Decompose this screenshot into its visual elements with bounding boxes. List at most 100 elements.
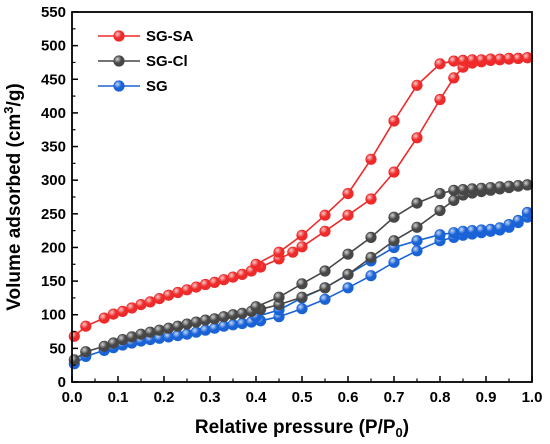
data-point-sg-cl (434, 188, 446, 200)
data-point-sg-cl (296, 278, 308, 290)
data-point-sg-cl (80, 346, 92, 358)
data-point-sg-sa (448, 72, 460, 84)
data-point-sg (236, 317, 248, 330)
data-point-sg-sa (342, 209, 354, 221)
data-point-sg (342, 282, 354, 294)
data-point-sg-cl (135, 328, 147, 340)
data-point-sg-cl (388, 235, 400, 247)
data-point-sg (411, 245, 423, 257)
data-point-sg-sa (209, 276, 221, 288)
data-point-sg-sa (163, 289, 175, 301)
x-tick-label: 0.5 (292, 389, 313, 406)
y-axis-title-main: Volume adsorbed (cm (4, 114, 25, 311)
series-sg (68, 206, 534, 370)
legend-item-sg: SG (98, 78, 168, 95)
y-tick-label: 150 (41, 273, 66, 290)
data-point-sg (319, 293, 331, 305)
data-point-sg-sa (296, 229, 308, 241)
data-point-sg-cl (448, 184, 460, 196)
data-point-sg-cl (466, 183, 478, 195)
data-point-sg-sa (181, 284, 193, 296)
legend-marker (113, 80, 125, 92)
legend-label: SG (146, 78, 168, 95)
data-point-sg (172, 329, 184, 342)
data-point-sg-cl (342, 248, 354, 260)
data-point-sg-sa (107, 308, 120, 320)
x-tick-label: 0.7 (384, 389, 405, 406)
data-point-sg-sa (388, 166, 400, 178)
data-point-sg-sa (172, 286, 184, 299)
data-point-sg-cl (503, 180, 515, 192)
y-tick-label: 500 (41, 38, 66, 55)
data-point-sg (209, 322, 221, 334)
data-point-sg-cl (172, 320, 184, 332)
data-point-sg-sa (190, 281, 202, 293)
data-point-sg-cl (227, 309, 239, 321)
data-point-sg-sa (503, 52, 515, 65)
data-point-sg-sa (388, 115, 400, 127)
x-tick-label: 0.1 (108, 389, 129, 406)
data-point-sg-cl (448, 194, 460, 206)
data-point-sg (466, 225, 478, 237)
data-point-sg-cl (209, 313, 221, 325)
plot-layer (68, 52, 534, 370)
y-axis-title-end: /g) (4, 83, 25, 106)
data-point-sg-sa (218, 274, 230, 286)
data-point-sg-cl (434, 204, 446, 217)
series-sg-cl (68, 179, 534, 366)
data-point-sg-cl (365, 251, 377, 264)
x-tick-label: 0.4 (246, 389, 268, 406)
x-tick-label: 0.8 (430, 389, 451, 406)
legend: SG-SA SG-Cl SG (98, 28, 194, 95)
data-point-sg (181, 328, 193, 340)
data-point-sg-cl (411, 197, 423, 209)
data-point-sg-sa (365, 153, 377, 165)
data-point-sg (494, 222, 506, 234)
y-tick-label: 0 (58, 374, 66, 391)
legend-marker (113, 30, 125, 42)
x-tick-label: 1.0 (522, 389, 543, 406)
y-tick-label: 300 (41, 172, 66, 189)
x-tick-label: 0.2 (154, 389, 175, 406)
y-tick-label: 450 (41, 71, 66, 88)
x-axis-title-end: ) (403, 417, 409, 438)
data-point-sg-sa (434, 58, 446, 70)
data-point-sg (448, 227, 460, 239)
y-tick-label: 400 (41, 105, 66, 122)
data-point-sg-cl (117, 333, 129, 346)
data-point-sg-sa (484, 53, 497, 65)
data-point-sg-sa (448, 55, 460, 67)
data-point-sg-cl (494, 181, 506, 193)
data-point-sg-cl (218, 311, 230, 323)
y-tick-label: 250 (41, 206, 66, 223)
data-point-sg (512, 214, 524, 227)
data-point-sg (365, 270, 377, 282)
data-point-sg-cl (68, 354, 80, 366)
y-tick-label: 50 (49, 340, 66, 357)
data-point-sg (218, 320, 230, 332)
axis-ticks: 0.0 0.1 0.2 0.3 0.4 0.5 0.6 0.7 0.8 0.9 1.0 0 50 100 1… (41, 4, 542, 406)
data-point-sg-sa (411, 79, 423, 91)
x-tick-label: 0.0 (62, 389, 83, 406)
data-point-sg-sa (98, 312, 110, 324)
data-point-sg-cl (126, 331, 138, 343)
data-point-sg-cl (273, 291, 285, 303)
data-point-sg (190, 326, 202, 338)
data-point-sg-sa (68, 330, 80, 342)
data-point-sg-cl (521, 179, 534, 191)
data-point-sg-cl (144, 326, 156, 338)
legend-item-sg-cl: SG-Cl (98, 53, 188, 70)
legend-item-sg-sa: SG-SA (98, 28, 194, 45)
data-point-sg-sa (319, 209, 331, 221)
data-point-sg (227, 319, 239, 331)
data-point-sg-cl (484, 182, 497, 194)
data-point-sg-cl (365, 231, 377, 243)
data-point-sg (388, 256, 400, 268)
data-point-sg-cl (163, 322, 175, 334)
data-point-sg-sa (273, 246, 285, 258)
data-point-sg-cl (296, 291, 308, 303)
y-tick-label: 100 (41, 307, 66, 324)
data-point-sg-cl (236, 307, 248, 319)
data-point-sg-sa (342, 188, 354, 200)
